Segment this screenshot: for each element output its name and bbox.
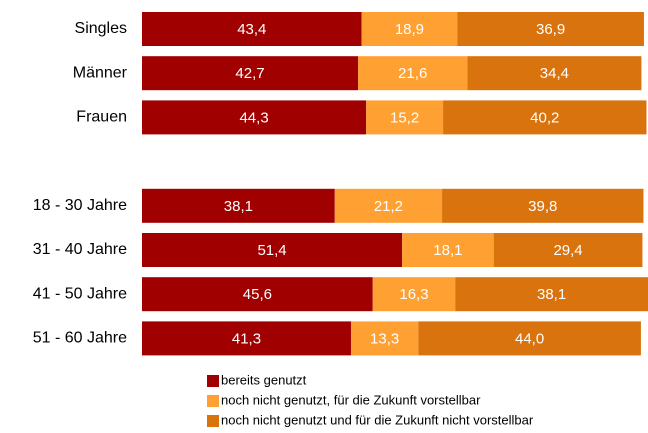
value-label: 18,1 [433, 242, 462, 259]
bar-segment [142, 188, 335, 223]
category-label: 31 - 40 Jahre [33, 241, 127, 258]
value-label: 40,2 [530, 109, 559, 126]
bar-segment [467, 56, 642, 91]
legend-label: bereits genutzt [221, 372, 307, 387]
value-label: 44,3 [239, 109, 268, 126]
bar-segment [457, 12, 644, 46]
value-label: 15,2 [390, 109, 419, 126]
category-label: 18 - 30 Jahre [33, 197, 127, 214]
value-label: 45,6 [243, 286, 272, 303]
value-label: 16,3 [399, 286, 428, 303]
value-label: 13,3 [370, 330, 399, 347]
value-label: 18,9 [395, 21, 424, 38]
bar-segment [142, 56, 359, 91]
category-label: 41 - 50 Jahre [33, 285, 127, 302]
value-label: 41,3 [232, 330, 261, 347]
bar-segment [142, 321, 351, 356]
bar-segment [142, 277, 373, 312]
category-label: Männer [73, 64, 128, 81]
legend-label: noch nicht genutzt, für die Zukunft vors… [221, 392, 481, 407]
bar-segment [361, 12, 458, 46]
value-label: 43,4 [237, 21, 266, 38]
value-label: 21,2 [374, 198, 403, 215]
category-label: Singles [75, 20, 127, 37]
bar-segment [358, 56, 468, 91]
value-label: 44,0 [515, 330, 544, 347]
value-label: 39,8 [528, 198, 557, 215]
bar-segment [455, 277, 648, 312]
bar-segment [372, 277, 456, 312]
bar-segment [443, 100, 647, 135]
legend-swatch [207, 395, 219, 407]
bar-segment [402, 233, 494, 267]
legend-swatch [207, 375, 219, 387]
bar-segment [493, 233, 643, 267]
bar-segment [350, 321, 419, 356]
bar-segment [142, 233, 403, 267]
value-label: 34,4 [540, 65, 569, 82]
value-label: 21,6 [398, 65, 427, 82]
bar-segment [142, 12, 362, 46]
value-label: 51,4 [257, 242, 286, 259]
bar-segment [442, 188, 644, 223]
legend-swatch [207, 415, 219, 427]
category-label: 51 - 60 Jahre [33, 330, 127, 347]
bar-segment [418, 321, 641, 356]
bar-segment [366, 100, 444, 135]
value-label: 42,7 [235, 65, 264, 82]
value-label: 38,1 [224, 198, 253, 215]
bar-segment [142, 100, 367, 135]
bar-segment [334, 188, 443, 223]
value-label: 29,4 [553, 242, 582, 259]
value-label: 38,1 [537, 286, 566, 303]
legend-label: noch nicht genutzt und für die Zukunft n… [221, 412, 534, 427]
value-label: 36,9 [536, 21, 565, 38]
category-label: Frauen [76, 109, 127, 126]
